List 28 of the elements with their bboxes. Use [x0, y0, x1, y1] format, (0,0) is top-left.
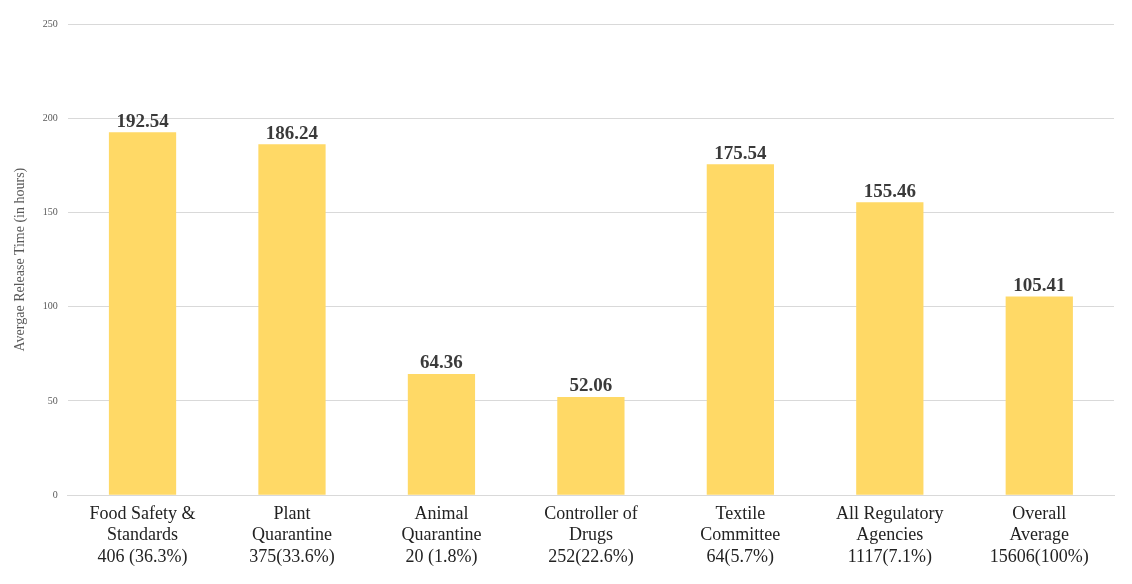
- y-tick-label: 200: [42, 111, 58, 123]
- y-tick-label: 0: [52, 488, 58, 500]
- x-tick-label: Textile Committee 64(5.7%): [700, 502, 781, 567]
- bar: [1005, 296, 1073, 495]
- y-tick-label: 150: [42, 206, 58, 218]
- data-label: 105.41: [1013, 273, 1066, 295]
- data-label: 52.06: [569, 374, 613, 396]
- y-axis-title: Avergae Release Time (in hours): [12, 167, 29, 352]
- x-tick-label: Plant Quarantine 375(33.6%): [249, 502, 335, 567]
- x-tick-label: Controller of Drugs 252(22.6%): [544, 502, 638, 567]
- y-tick-label: 50: [47, 394, 58, 406]
- bar: [407, 373, 476, 495]
- data-label: 155.46: [863, 179, 916, 201]
- data-label: 186.24: [265, 121, 319, 143]
- x-tick-label: Animal Quarantine 20 (1.8%): [401, 502, 482, 567]
- data-label: 192.54: [116, 109, 170, 131]
- x-tick-label: Food Safety & Standards 406 (36.3%): [89, 502, 196, 567]
- x-tick-label: All Regulatory Agencies 1117(7.1%): [836, 502, 944, 567]
- bar: [856, 202, 924, 495]
- y-tick-label: 250: [42, 17, 58, 29]
- data-label: 175.54: [714, 141, 767, 163]
- y-tick-label: 100: [42, 300, 58, 312]
- bar: [706, 164, 774, 495]
- bar: [557, 397, 625, 495]
- x-tick-label: Overall Average 15606(100%): [989, 502, 1089, 567]
- bar: [258, 144, 326, 495]
- data-label: 64.36: [420, 351, 463, 373]
- bar: [108, 132, 177, 495]
